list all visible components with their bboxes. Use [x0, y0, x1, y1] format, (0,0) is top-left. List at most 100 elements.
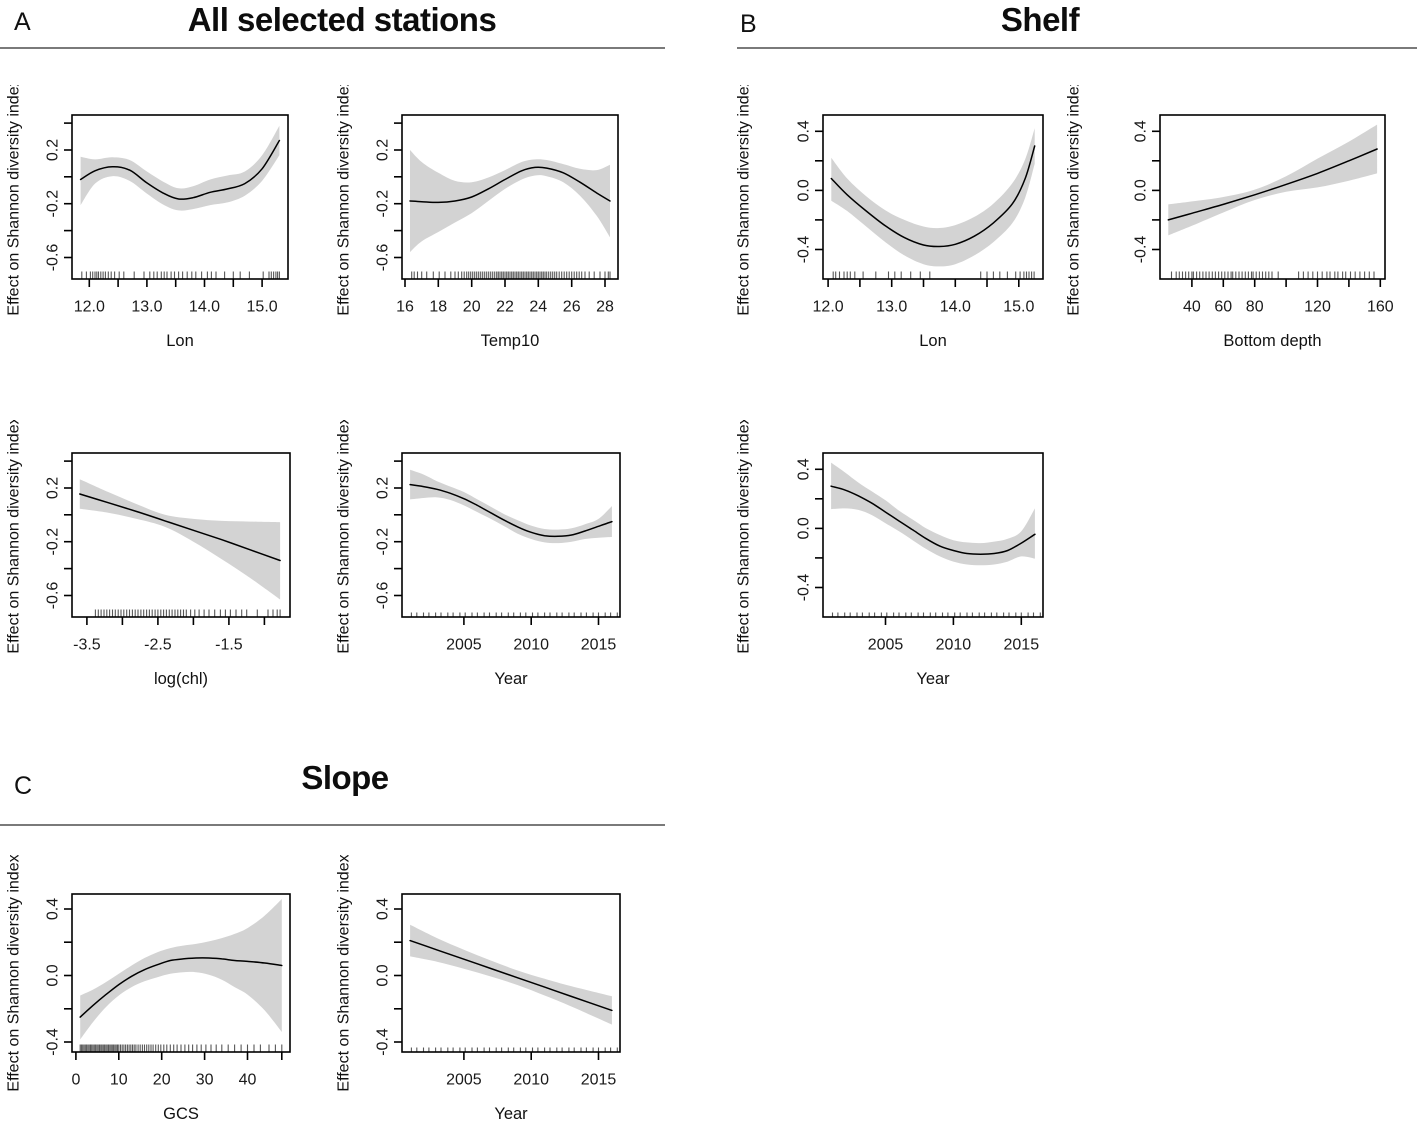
- y-tick-label: 0.0: [1133, 179, 1150, 201]
- x-axis: 2005 2010 2015: [868, 617, 1039, 654]
- panel-c-letter: C: [14, 772, 33, 800]
- y-tick-label: -0.4: [796, 574, 813, 602]
- gam-plot-svg: 2005 2010 2015 0.4 0.0 -0.4 Year Effect on Shan…: [736, 420, 1044, 688]
- x-tick-label: 28: [596, 299, 614, 316]
- y-tick-label: -0.4: [1133, 236, 1150, 264]
- y-axis: 0.4 0.0 -0.4: [796, 458, 823, 602]
- x-axis-title: Lon: [919, 332, 947, 350]
- y-tick-label: 0.4: [796, 458, 813, 480]
- y-tick-label: -0.6: [45, 582, 62, 610]
- panel-b-divider: [737, 47, 1417, 49]
- smooth-curve: [79, 493, 281, 562]
- x-tick-label: 26: [563, 299, 581, 316]
- x-tick-label: -2.5: [144, 637, 172, 654]
- x-tick-label: 13.0: [131, 299, 162, 316]
- x-tick-label: 160: [1367, 299, 1394, 316]
- x-tick-label: 120: [1304, 299, 1331, 316]
- y-tick-label: 0.0: [45, 964, 62, 986]
- rug-marks: [410, 1047, 618, 1052]
- smooth-curve: [1167, 148, 1378, 221]
- y-axis: 0.2 -0.2 -0.6: [375, 460, 402, 609]
- smooth-curve: [409, 166, 611, 204]
- y-axis-title: Effect on Shannon diversity index: [6, 420, 23, 654]
- x-tick-label: 15.0: [247, 299, 278, 316]
- y-axis: 0.2 -0.2 -0.6: [45, 122, 72, 272]
- x-tick-label: 12.0: [813, 299, 844, 316]
- y-tick-label: -0.2: [45, 528, 62, 556]
- x-axis-title: Lon: [166, 332, 194, 350]
- x-axis-title: Temp10: [481, 332, 540, 350]
- y-tick-label: 0.2: [45, 139, 62, 161]
- y-axis-title: Effect on Shannon diversity index: [6, 855, 23, 1092]
- rug-marks: [410, 612, 618, 617]
- x-tick-label: -1.5: [215, 637, 243, 654]
- x-axis-title: log(chl): [154, 670, 208, 688]
- y-tick-label: -0.2: [45, 190, 62, 218]
- y-tick-label: 0.4: [45, 898, 62, 920]
- y-tick-label: -0.2: [375, 528, 392, 556]
- axis-box: [822, 452, 1044, 618]
- x-axis-title: Year: [494, 1105, 528, 1123]
- y-axis: 0.4 0.0 -0.4: [1133, 120, 1160, 264]
- panel-a-letter: A: [14, 8, 31, 36]
- axis-box: [401, 893, 621, 1053]
- axis-box: [1159, 114, 1386, 280]
- y-axis-title: Effect on Shannon diversity index: [736, 420, 753, 654]
- x-tick-label: 2005: [446, 1072, 482, 1089]
- x-tick-label: 22: [496, 299, 514, 316]
- y-axis: 0.4 0.0 -0.4: [375, 898, 402, 1056]
- x-tick-label: 16: [396, 299, 414, 316]
- y-axis: 0.4 0.0 -0.4: [796, 120, 823, 263]
- x-tick-label: 2005: [868, 637, 904, 654]
- x-tick-label: 2015: [581, 1072, 617, 1089]
- gam-plot-svg: 12.0 13.0 14.0 15.0 0.2 -0.2 -0.6 Lon Effect on …: [6, 85, 289, 350]
- y-axis-title: Effect on Shannon diversity index: [336, 85, 353, 316]
- y-tick-label: -0.2: [375, 190, 392, 218]
- y-tick-label: -0.4: [375, 1028, 392, 1056]
- confidence-band: [1168, 124, 1378, 236]
- x-tick-label: 2010: [513, 637, 549, 654]
- x-tick-label: 14.0: [189, 299, 220, 316]
- rug-marks: [94, 609, 281, 617]
- x-axis: -3.5 -2.5 -1.5: [73, 617, 266, 654]
- gam-plot-svg: 16 18 20 22 24 26 28 0.2 -0.2 -0.6 Temp10 Effect on…: [336, 85, 619, 350]
- y-axis-title: Effect on Shannon diversity index: [1066, 85, 1083, 316]
- rug-marks: [81, 271, 280, 279]
- confidence-band: [80, 899, 282, 1040]
- gam-plot-svg: -3.5 -2.5 -1.5 0.2 -0.2 -0.6 log(chl) Effect on…: [6, 420, 291, 688]
- y-tick-label: -0.6: [375, 244, 392, 272]
- chart-all-stations-temp10: 16 18 20 22 24 26 28 0.2 -0.2 -0.6 Temp10 Effect on…: [330, 85, 660, 420]
- rug-marks: [411, 271, 611, 279]
- y-tick-label: -0.4: [45, 1028, 62, 1056]
- smooth-curve: [79, 139, 281, 200]
- x-tick-label: 80: [1246, 299, 1264, 316]
- confidence-band: [831, 128, 1035, 267]
- smooth-curve: [830, 485, 1036, 555]
- x-tick-label: 20: [153, 1072, 171, 1089]
- gam-plot-svg: 2005 2010 2015 0.4 0.0 -0.4 Year Effect on Shan…: [336, 855, 621, 1123]
- x-axis: 12.0 13.0 14.0 15.0: [813, 279, 1034, 316]
- x-tick-label: -3.5: [73, 637, 101, 654]
- x-tick-label: 2005: [446, 637, 482, 654]
- chart-slope-year: 2005 2010 2015 0.4 0.0 -0.4 Year Effect on Shan…: [330, 855, 660, 1129]
- y-tick-label: 0.0: [796, 517, 813, 539]
- panel-a-divider: [0, 47, 665, 49]
- x-tick-label: 30: [196, 1072, 214, 1089]
- x-tick-label: 60: [1214, 299, 1232, 316]
- panel-c-title: Slope: [301, 759, 389, 796]
- y-tick-label: 0.2: [375, 477, 392, 499]
- x-tick-label: 2010: [936, 637, 972, 654]
- axis-box: [401, 114, 619, 280]
- x-tick-label: 24: [529, 299, 547, 316]
- chart-shelf-lon: 12.0 13.0 14.0 15.0 0.4 0.0 -0.4 Lon Effect on S…: [730, 85, 1060, 420]
- chart-all-stations-year: 2005 2010 2015 0.2 -0.2 -0.6 Year Effect on Sha…: [330, 420, 660, 755]
- confidence-band: [79, 479, 281, 600]
- smooth-curve: [79, 957, 283, 1018]
- y-axis-title: Effect on Shannon diversity index: [336, 420, 353, 654]
- x-tick-label: 2015: [581, 637, 617, 654]
- y-tick-label: -0.6: [45, 244, 62, 272]
- rug-marks: [831, 612, 1041, 617]
- gam-plot-svg: 0 10 20 30 40 0.4 0.0 -0.4 GCS Effect on Shannon …: [6, 855, 291, 1123]
- axis-box: [822, 114, 1044, 280]
